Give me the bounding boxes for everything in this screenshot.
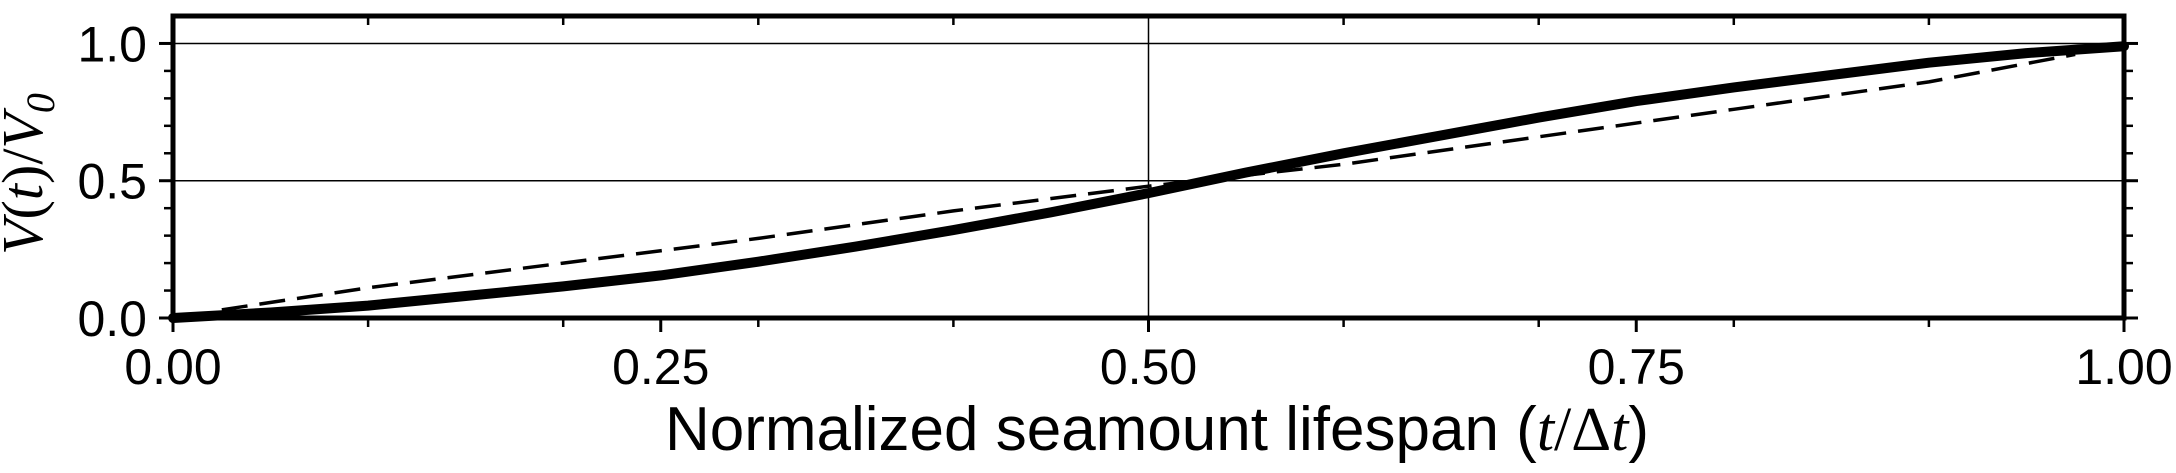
- tick-labels: 0.00 0.25 0.50 0.75 1.00 0.0 0.5 1.0: [77, 16, 2172, 395]
- x-axis-label-slash-delta: /Δ: [1554, 396, 1611, 464]
- axis-ticks: [159, 16, 2138, 332]
- x-tick-label: 0.50: [1100, 339, 1197, 395]
- y-tick-label: 1.0: [77, 16, 147, 72]
- gridlines: [173, 16, 2124, 318]
- y-axis-label-v: V: [0, 213, 55, 255]
- x-tick-label: 0.00: [124, 339, 221, 395]
- series-line-solid: [168, 41, 2129, 323]
- y-axis-label-open: (: [0, 200, 55, 219]
- y-axis-label-v2: V: [0, 107, 55, 149]
- series-lines: [168, 41, 2129, 323]
- y-axis-label-subscript: 0: [18, 93, 63, 113]
- x-axis-label: Normalized seamount lifespan (t/Δt): [665, 395, 1649, 464]
- x-tick-label: 0.75: [1588, 339, 1685, 395]
- series-line-dashed: [221, 52, 2076, 312]
- y-axis-label: V(t)/V0: [0, 93, 63, 255]
- x-tick-label: 1.00: [2075, 339, 2172, 395]
- x-tick-label: 0.25: [612, 339, 709, 395]
- y-tick-label: 0.5: [77, 154, 147, 210]
- x-axis-label-t: t: [1537, 396, 1556, 464]
- y-tick-label: 0.0: [77, 291, 147, 347]
- x-axis-label-prefix: Normalized seamount lifespan (: [665, 395, 1537, 464]
- x-axis-label-suffix: ): [1628, 395, 1649, 464]
- x-axis-label-t2: t: [1611, 396, 1630, 464]
- y-axis-label-close: )/: [0, 148, 55, 184]
- y-axis-label-t: t: [0, 182, 55, 200]
